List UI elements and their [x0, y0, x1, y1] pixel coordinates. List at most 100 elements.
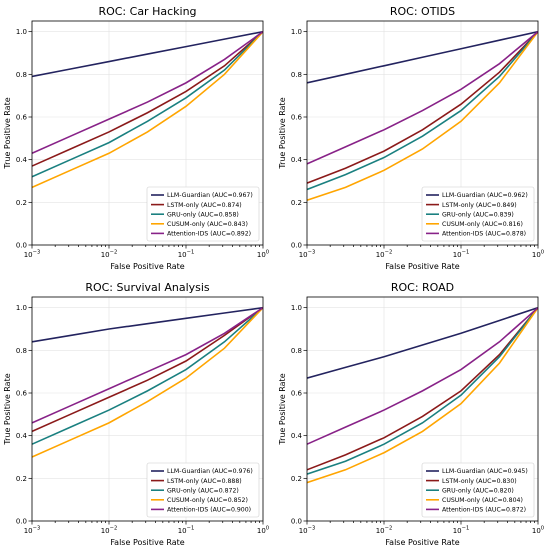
- x-tick-label: 100: [532, 526, 544, 536]
- series-line: [32, 31, 263, 155]
- y-tick-label: 0.6: [16, 114, 28, 122]
- y-tick-label: 0.8: [16, 71, 27, 79]
- y-tick-label: 0.4: [291, 432, 303, 440]
- legend-label: GRU-only (AUC=0.858): [167, 211, 239, 218]
- chart-title: ROC: ROAD: [391, 281, 454, 294]
- x-tick-label: 10−1: [453, 250, 470, 260]
- x-tick-label: 100: [257, 250, 269, 260]
- y-tick-label: 0.6: [16, 390, 28, 398]
- roc-panel: 10−3 10−2 10−1 100 0.0 0.2 0.4 0.6 0.8 1.0 ROC: RO…: [278, 281, 544, 547]
- legend-label: LSTM-only (AUC=0.849): [442, 202, 517, 209]
- series-line: [307, 31, 538, 201]
- legend: LLM-Guardian (AUC=0.967) LSTM-only (AUC=0…: [146, 186, 260, 242]
- legend-label: CUSUM-only (AUC=0.816): [442, 221, 523, 228]
- series-line: [307, 307, 538, 484]
- series-line: [32, 31, 263, 189]
- roc-panel: 10−3 10−2 10−1 100 0.0 0.2 0.4 0.6 0.8 1.0 ROC: Su…: [3, 281, 269, 547]
- y-tick-label: 0.2: [16, 199, 27, 207]
- x-tick-label: 10−3: [24, 526, 41, 536]
- legend-label: GRU-only (AUC=0.872): [167, 487, 239, 494]
- roc-panel: 10−3 10−2 10−1 100 0.0 0.2 0.4 0.6 0.8 1.0 ROC: Ca…: [3, 5, 269, 271]
- legend-frame: [421, 462, 535, 518]
- y-tick-label: 1.0: [291, 304, 302, 312]
- y-tick-label: 0.8: [16, 347, 27, 355]
- y-tick-label: 0.0: [16, 518, 27, 526]
- series-line: [32, 306, 263, 343]
- x-axis-label: False Positive Rate: [385, 262, 459, 271]
- series-line: [32, 307, 263, 433]
- legend-label: GRU-only (AUC=0.839): [442, 211, 514, 218]
- plot-frame: [31, 20, 264, 246]
- x-tick-label: 10−2: [376, 526, 393, 536]
- y-tick-label: 0.4: [291, 156, 303, 164]
- x-axis-label: False Positive Rate: [110, 538, 184, 547]
- x-tick-label: 10−2: [376, 250, 393, 260]
- y-tick-label: 0.2: [291, 475, 302, 483]
- legend-label: LSTM-only (AUC=0.888): [167, 478, 242, 485]
- series-line: [32, 31, 263, 178]
- x-tick-label: 100: [257, 526, 269, 536]
- series-line: [32, 307, 263, 424]
- x-tick-label: 10−1: [178, 526, 195, 536]
- legend-frame: [146, 462, 260, 518]
- chart-title: ROC: Survival Analysis: [85, 281, 210, 294]
- y-tick-label: 0.8: [291, 71, 302, 79]
- series-line: [307, 31, 538, 191]
- y-tick-label: 1.0: [16, 28, 27, 36]
- legend-label: Attention-IDS (AUC=0.878): [442, 231, 526, 238]
- y-axis-label: True Positive Rate: [3, 97, 12, 169]
- y-tick-label: 1.0: [291, 28, 302, 36]
- x-tick-label: 10−2: [101, 250, 118, 260]
- series-line: [32, 30, 263, 78]
- legend-label: LSTM-only (AUC=0.874): [167, 202, 242, 209]
- plot-frame: [31, 296, 264, 522]
- y-axis-label: True Positive Rate: [278, 373, 287, 445]
- series-line: [32, 307, 263, 458]
- y-tick-label: 0.8: [291, 347, 302, 355]
- x-tick-label: 10−3: [24, 250, 41, 260]
- y-tick-label: 0.6: [291, 390, 303, 398]
- y-tick-label: 0.0: [16, 242, 27, 250]
- y-axis-label: True Positive Rate: [278, 97, 287, 169]
- legend-label: LLM-Guardian (AUC=0.962): [442, 192, 528, 199]
- y-tick-label: 0.6: [291, 114, 303, 122]
- legend-label: GRU-only (AUC=0.820): [442, 487, 514, 494]
- chart-title: ROC: Car Hacking: [98, 5, 196, 18]
- series-line: [307, 31, 538, 165]
- legend-label: CUSUM-only (AUC=0.843): [167, 221, 248, 228]
- legend-label: Attention-IDS (AUC=0.872): [442, 507, 526, 514]
- roc-panel: 10−3 10−2 10−1 100 0.0 0.2 0.4 0.6 0.8 1.0 ROC: OT…: [278, 5, 544, 271]
- x-tick-label: 10−2: [101, 526, 118, 536]
- legend: LLM-Guardian (AUC=0.945) LSTM-only (AUC=0…: [421, 462, 535, 518]
- x-axis-label: False Positive Rate: [110, 262, 184, 271]
- y-tick-label: 0.4: [16, 156, 28, 164]
- legend: LLM-Guardian (AUC=0.962) LSTM-only (AUC=0…: [421, 186, 535, 242]
- series-line: [307, 307, 538, 475]
- legend-label: CUSUM-only (AUC=0.804): [442, 497, 523, 504]
- legend-label: LLM-Guardian (AUC=0.976): [167, 468, 253, 475]
- plot-frame: [306, 20, 539, 246]
- series-line: [307, 31, 538, 184]
- x-tick-label: 10−3: [299, 526, 316, 536]
- series-line: [307, 307, 538, 471]
- y-tick-label: 0.4: [16, 432, 28, 440]
- y-tick-label: 0.0: [291, 242, 302, 250]
- legend-label: Attention-IDS (AUC=0.900): [167, 507, 251, 514]
- legend: LLM-Guardian (AUC=0.976) LSTM-only (AUC=0…: [146, 462, 260, 518]
- legend-label: LSTM-only (AUC=0.830): [442, 478, 517, 485]
- x-tick-label: 10−1: [453, 526, 470, 536]
- plot-frame: [306, 296, 539, 522]
- series-line: [307, 306, 538, 379]
- x-tick-label: 10−3: [299, 250, 316, 260]
- chart-title: ROC: OTIDS: [390, 5, 455, 18]
- y-axis-label: True Positive Rate: [3, 373, 12, 445]
- legend-frame: [146, 186, 260, 242]
- series-line: [32, 31, 263, 167]
- y-tick-label: 0.2: [16, 475, 27, 483]
- y-tick-label: 0.0: [291, 518, 302, 526]
- series-line: [32, 307, 263, 445]
- x-axis-label: False Positive Rate: [385, 538, 459, 547]
- x-tick-label: 100: [532, 250, 544, 260]
- y-tick-label: 0.2: [291, 199, 302, 207]
